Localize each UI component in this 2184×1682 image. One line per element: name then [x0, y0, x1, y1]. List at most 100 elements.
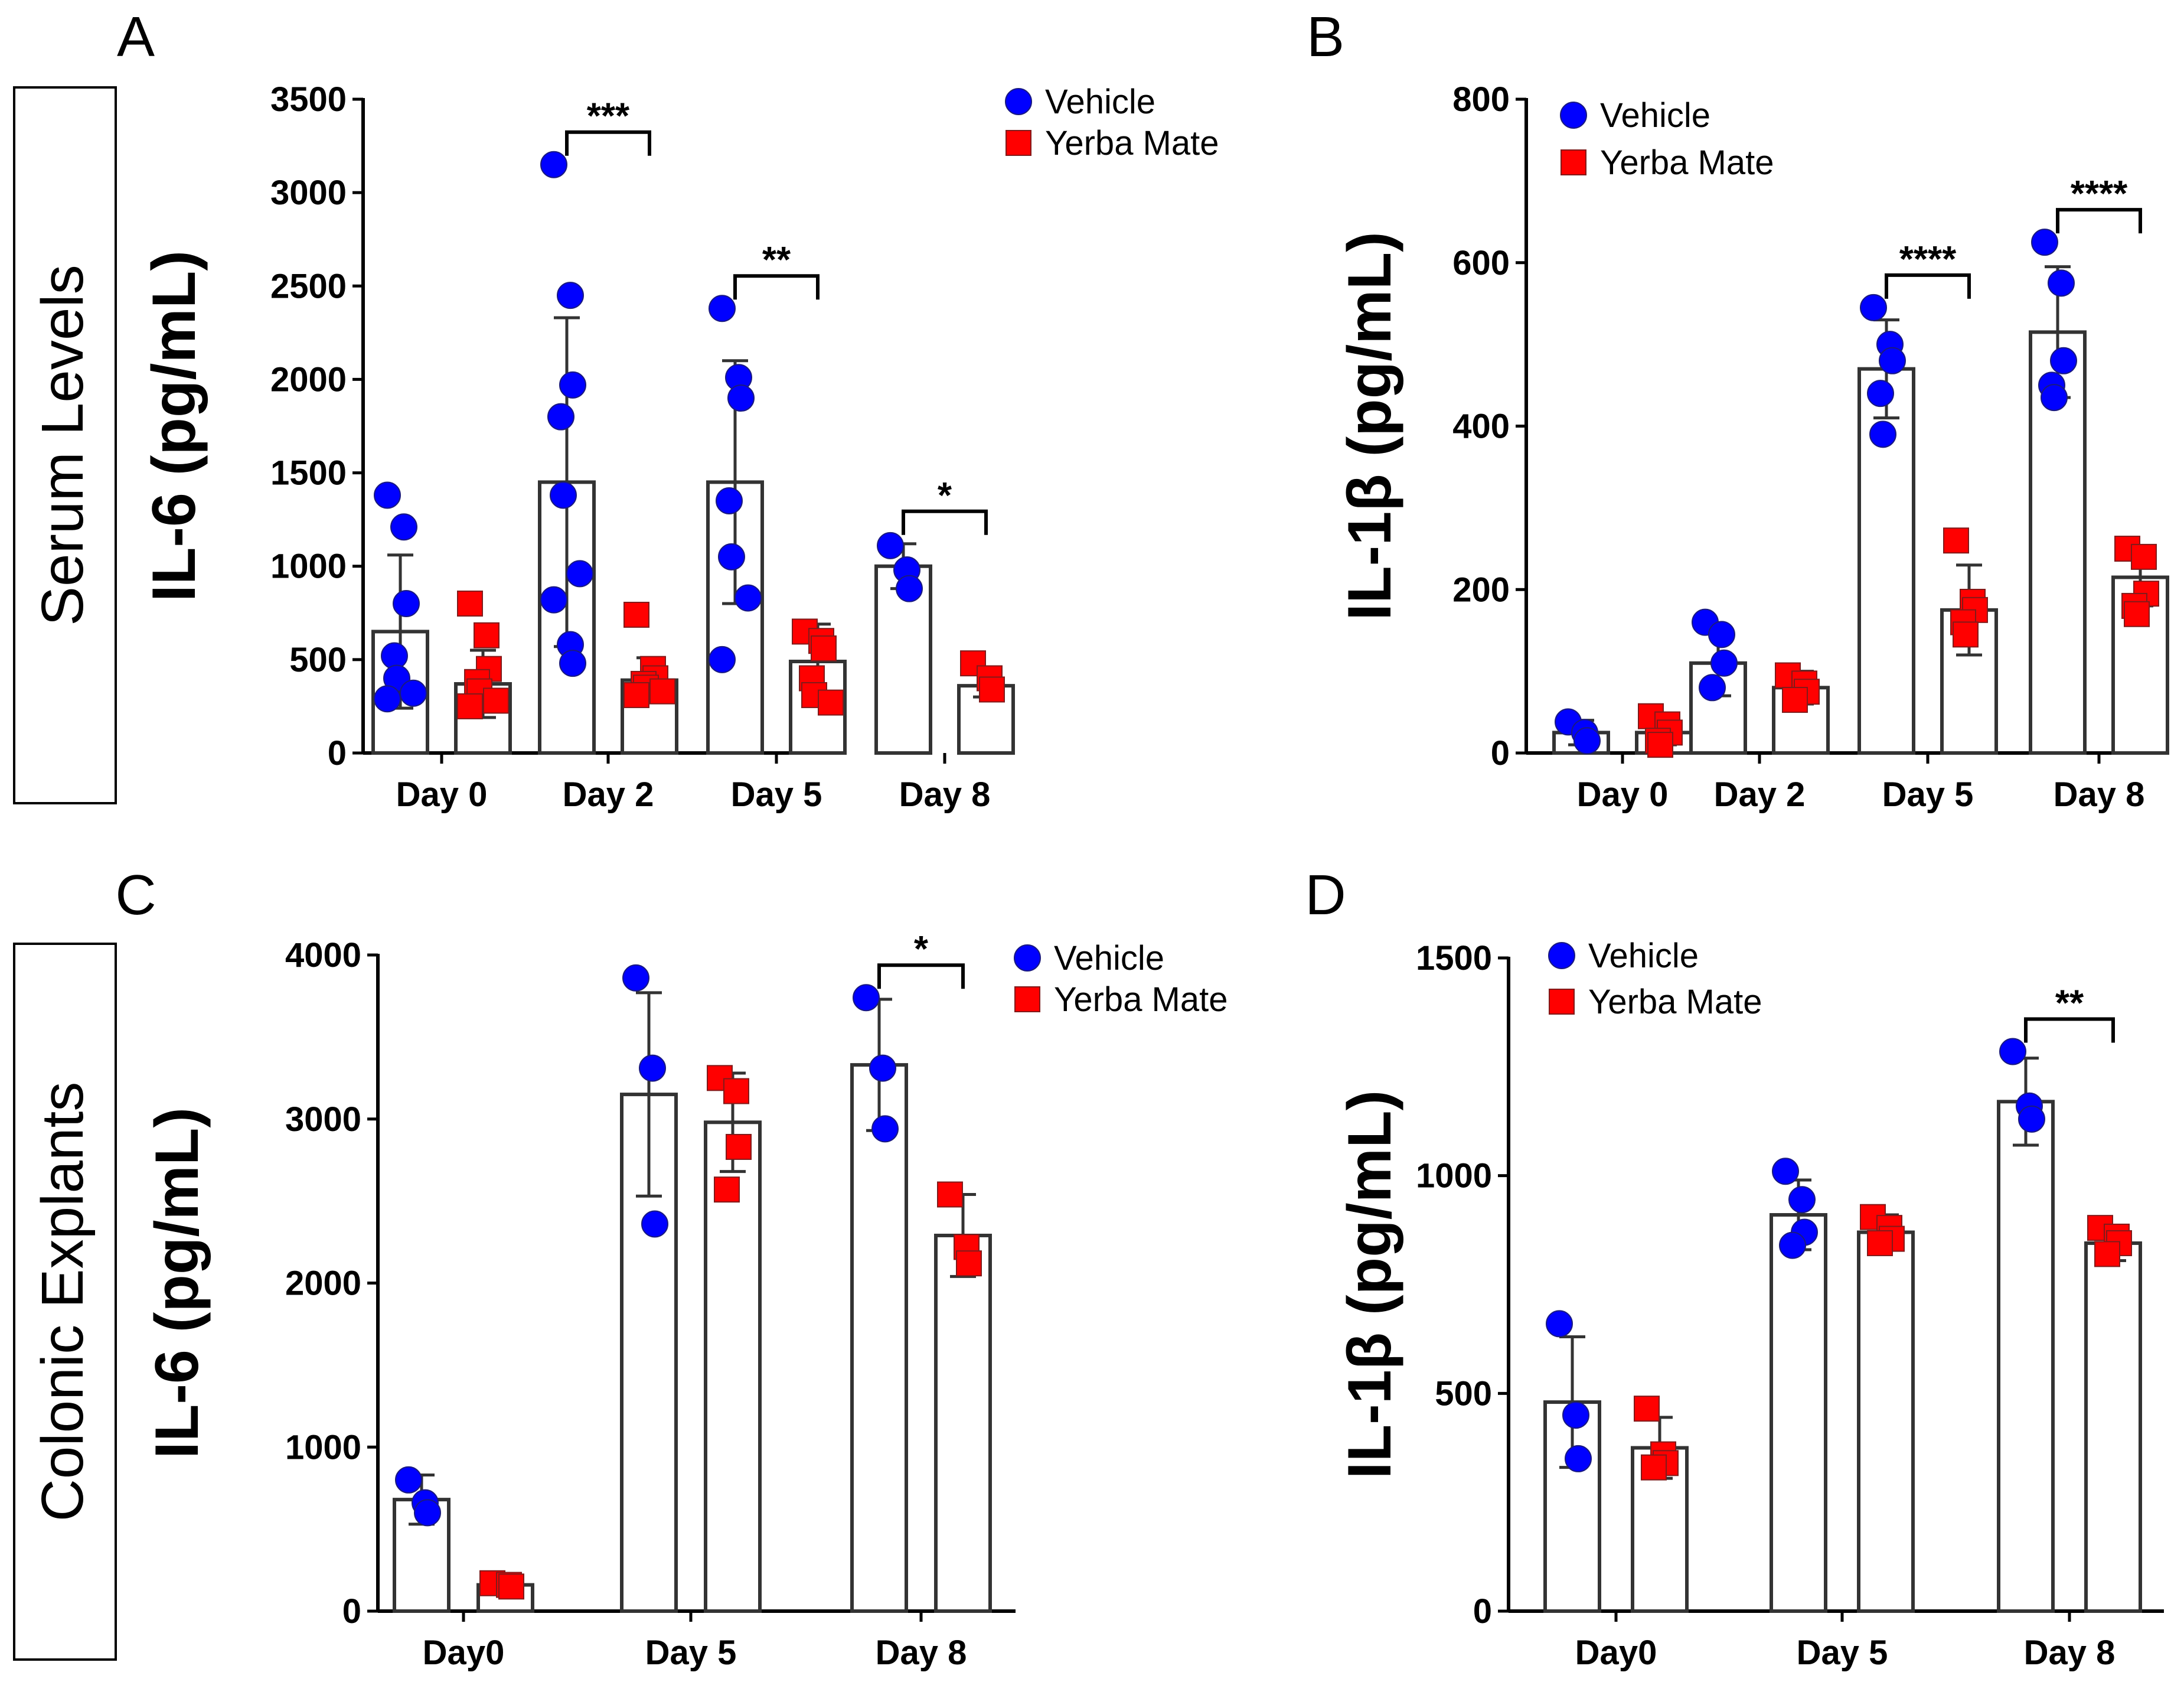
data-point-yerba-mate: [457, 590, 483, 617]
y-tick-label: 1000: [1416, 1157, 1492, 1195]
significance-stars: *: [914, 929, 929, 970]
data-point-vehicle: [1546, 1310, 1573, 1338]
data-point-yerba-mate: [2124, 601, 2150, 627]
y-tick-label: 400: [1452, 408, 1510, 446]
data-point-yerba-mate: [723, 1078, 749, 1104]
y-tick-label: 600: [1452, 244, 1510, 282]
x-tick-label: Day 5: [645, 1634, 737, 1672]
x-tick-label: Day 8: [2024, 1634, 2116, 1672]
significance-stars: **: [762, 240, 791, 281]
data-point-vehicle: [853, 984, 880, 1012]
data-point-yerba-mate: [811, 635, 837, 661]
data-point-vehicle: [871, 1115, 899, 1143]
legend-label-yerba-mate: Yerba Mate: [1588, 983, 1762, 1021]
y-tick-label: 500: [1435, 1374, 1492, 1413]
y-tick-label: 1000: [270, 547, 347, 586]
data-point-vehicle: [395, 1466, 422, 1494]
y-tick-label: 3000: [270, 174, 347, 212]
significance-bracket: [2024, 1017, 2115, 1043]
row-label-serum-text: Serum Levels: [30, 265, 96, 625]
significance-stars: **: [2055, 983, 2084, 1024]
x-tick-label: Day 2: [1714, 775, 1806, 814]
data-point-yerba-mate: [623, 682, 649, 708]
x-tick-label: Day 0: [396, 775, 488, 814]
data-point-vehicle: [896, 575, 923, 602]
x-tick-label: Day 5: [1797, 1634, 1888, 1672]
data-point-yerba-mate: [1953, 621, 1979, 648]
y-tick-label: 4000: [285, 936, 361, 974]
data-point-vehicle: [390, 513, 417, 541]
data-point-vehicle: [414, 1499, 441, 1527]
row-label-serum: Serum Levels: [13, 86, 117, 804]
y-tick-label: 0: [1473, 1592, 1492, 1631]
data-point-vehicle: [374, 685, 401, 713]
bar-yerba-mate: [1857, 1230, 1915, 1613]
data-point-yerba-mate: [714, 1176, 740, 1203]
data-point-vehicle: [2031, 229, 2058, 256]
data-point-vehicle: [1710, 649, 1738, 677]
legend-label-vehicle: Vehicle: [1054, 939, 1164, 977]
data-point-vehicle: [1788, 1186, 1816, 1214]
panel-letter: B: [1307, 5, 1344, 69]
bar-vehicle: [1770, 1213, 1827, 1613]
data-point-vehicle: [641, 1210, 668, 1238]
significance-bracket: [2056, 208, 2142, 234]
legend-label-vehicle: Vehicle: [1600, 96, 1710, 135]
x-tick-label: Day 5: [731, 775, 822, 814]
data-point-vehicle: [400, 679, 427, 707]
panel-letter: C: [115, 863, 156, 927]
data-point-vehicle: [1699, 674, 1726, 702]
bar-yerba-mate: [934, 1233, 992, 1613]
data-point-vehicle: [374, 481, 401, 509]
data-point-vehicle: [559, 650, 586, 677]
data-point-yerba-mate: [474, 622, 500, 648]
significance-stars: ****: [1899, 239, 1957, 280]
data-point-vehicle: [709, 295, 736, 322]
y-tick-label: 0: [328, 734, 347, 772]
panel-letter: A: [117, 5, 155, 69]
data-point-vehicle: [1779, 1231, 1806, 1259]
x-tick-label: Day0: [1575, 1634, 1657, 1672]
row-label-colonic-text: Colonic Explants: [30, 1082, 96, 1522]
legend-label-yerba-mate: Yerba Mate: [1600, 144, 1774, 182]
data-point-vehicle: [1869, 420, 1896, 448]
legend-marker-yerba-mate: [1561, 149, 1586, 175]
data-point-yerba-mate: [979, 676, 1005, 703]
significance-stars: ***: [587, 96, 630, 137]
y-tick-label: 1500: [1416, 939, 1492, 977]
panel-b: B IL-1β (pg/mL) 0 200 400 600 800 Day 0 Day 2 Day…: [1307, 5, 2169, 814]
data-point-yerba-mate: [956, 1250, 982, 1277]
y-axis-label: IL-1β (pg/mL): [1336, 232, 1404, 620]
significance-bracket: [877, 963, 965, 989]
data-point-yerba-mate: [2131, 543, 2157, 570]
data-point-vehicle: [559, 371, 586, 399]
significance-bracket: [733, 274, 820, 300]
panel-a: A IL-6 (pg/mL) 0 500 1000 1500 2000 2500 3000 350…: [117, 5, 1219, 814]
data-point-vehicle: [869, 1054, 896, 1082]
data-point-vehicle: [1708, 621, 1735, 648]
data-point-vehicle: [1860, 294, 1887, 321]
data-point-yerba-mate: [937, 1181, 963, 1208]
data-point-vehicle: [622, 964, 649, 992]
y-axis-label: IL-6 (pg/mL): [143, 1107, 211, 1459]
data-point-vehicle: [2050, 347, 2077, 374]
legend-marker-vehicle: [1560, 102, 1587, 129]
data-point-vehicle: [718, 543, 745, 571]
legend-label-vehicle: Vehicle: [1588, 937, 1699, 975]
data-point-yerba-mate: [623, 601, 649, 628]
legend-marker-vehicle: [1014, 944, 1041, 972]
y-tick-label: 500: [289, 641, 347, 679]
data-point-yerba-mate: [1634, 1396, 1660, 1422]
x-tick-label: Day 5: [1882, 775, 1974, 814]
legend-marker-vehicle: [1005, 88, 1032, 115]
data-point-vehicle: [1565, 1445, 1592, 1472]
data-point-yerba-mate: [2094, 1241, 2120, 1267]
data-point-yerba-mate: [1943, 527, 1969, 554]
data-point-vehicle: [734, 584, 762, 612]
significance-bracket: [902, 509, 988, 535]
y-tick-label: 2000: [270, 360, 347, 399]
data-point-vehicle: [1879, 347, 1906, 374]
legend-marker-vehicle: [1548, 942, 1575, 969]
data-point-vehicle: [2048, 269, 2075, 297]
